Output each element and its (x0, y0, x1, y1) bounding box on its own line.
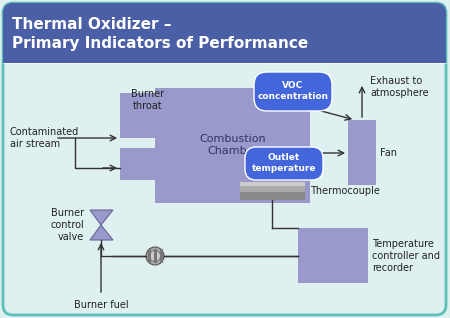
FancyBboxPatch shape (3, 3, 446, 63)
Bar (240, 182, 305, 200)
Bar (120, 93, 158, 138)
FancyBboxPatch shape (3, 3, 446, 315)
Text: Outlet
temperature: Outlet temperature (252, 153, 316, 173)
Text: Thermal Oxidizer –: Thermal Oxidizer – (12, 17, 171, 32)
Text: Burner
throat: Burner throat (131, 89, 165, 111)
FancyBboxPatch shape (254, 72, 332, 111)
Text: Burner
control
valve: Burner control valve (50, 208, 84, 242)
Text: Fan: Fan (380, 148, 397, 158)
Text: VOC
concentration: VOC concentration (257, 81, 328, 101)
Text: Thermocouple: Thermocouple (310, 186, 380, 196)
Bar (298, 228, 368, 283)
Polygon shape (90, 210, 113, 225)
Polygon shape (90, 225, 113, 240)
Bar (240, 182, 305, 186)
Bar (3, 40, 446, 63)
Text: Burner fuel: Burner fuel (74, 300, 128, 310)
Text: Temperature
controller and
recorder: Temperature controller and recorder (372, 239, 440, 273)
Circle shape (146, 247, 164, 265)
Bar (155, 88, 310, 203)
FancyBboxPatch shape (245, 147, 323, 180)
Text: Primary Indicators of Performance: Primary Indicators of Performance (12, 36, 308, 51)
Bar (160, 249, 163, 263)
Circle shape (149, 251, 161, 261)
Text: Exhaust to
atmosphere: Exhaust to atmosphere (370, 76, 428, 98)
Bar (120, 148, 158, 180)
Bar (148, 249, 151, 263)
Bar (240, 185, 305, 192)
Text: Combustion
Chamber: Combustion Chamber (200, 134, 266, 156)
Bar (348, 120, 376, 185)
Text: Contaminated
air stream: Contaminated air stream (10, 127, 79, 149)
Bar (154, 249, 157, 263)
